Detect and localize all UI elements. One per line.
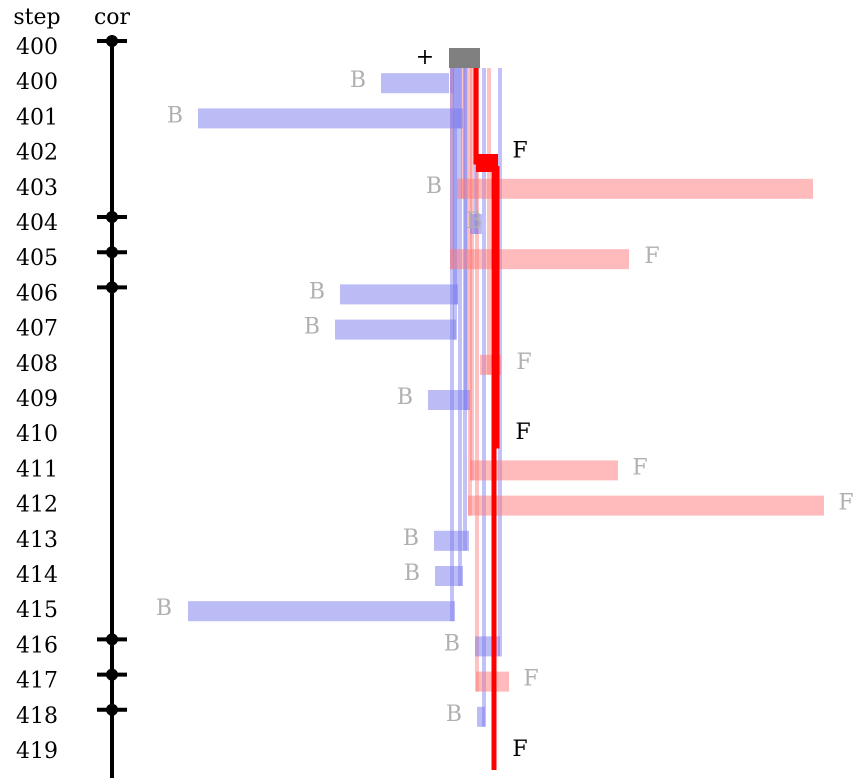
bar-label: B <box>304 315 320 340</box>
bar-label: F <box>632 455 647 480</box>
bar-label: B <box>444 631 460 656</box>
step-label: 402 <box>16 141 58 166</box>
bar-label: B <box>404 561 420 586</box>
step-bars <box>188 73 824 727</box>
forward-label: F <box>512 139 527 164</box>
step-label: 411 <box>16 457 58 482</box>
step-label: 419 <box>16 739 58 764</box>
step-label: 409 <box>16 387 58 412</box>
cor-axis <box>97 35 127 778</box>
cor-tick-dot <box>106 211 118 223</box>
forward-step-mark <box>476 154 498 172</box>
step-label: 400 <box>16 70 58 95</box>
step-label: 418 <box>16 704 58 729</box>
bar-b <box>381 73 449 94</box>
forward-label: F <box>512 737 527 762</box>
bar-b <box>477 706 485 727</box>
forward-path <box>473 68 500 770</box>
bar-label: B <box>403 526 419 551</box>
start-box <box>449 48 480 68</box>
bar-label: B <box>446 702 462 727</box>
start-marker-label: + <box>416 45 434 70</box>
bar-b <box>428 390 470 410</box>
bar-b <box>435 566 463 586</box>
bar-label: B <box>156 596 172 621</box>
bar-label: B <box>350 68 366 93</box>
step-label: 414 <box>16 563 58 588</box>
cor-tick-dot <box>106 281 118 294</box>
step-label: 413 <box>16 528 58 553</box>
cor-tick-dot <box>106 35 118 47</box>
bar-b <box>340 284 458 305</box>
bar-label: B <box>466 209 482 234</box>
bar-label: F <box>516 350 531 375</box>
bar-f <box>470 460 618 481</box>
bar-label: B <box>397 385 413 410</box>
cor-tick-dot <box>106 668 118 681</box>
step-label: 410 <box>16 422 58 447</box>
bar-b <box>188 601 455 622</box>
step-row-labels: 400 400 401 402 403 404 405 406 407 408 409 410 411 4… <box>16 35 58 764</box>
forward-label: F <box>515 420 530 445</box>
bar-label: B <box>167 103 183 128</box>
bar-f <box>457 178 813 199</box>
step-label: 408 <box>16 352 58 377</box>
step-label: 400 <box>16 35 58 60</box>
step-label: 405 <box>16 246 58 271</box>
step-label: 403 <box>16 176 58 201</box>
bar-b <box>470 214 482 234</box>
bar-label: F <box>523 667 538 692</box>
bar-b <box>198 108 463 129</box>
step-label: 412 <box>16 493 58 518</box>
bar-label: B <box>426 174 442 199</box>
step-column-header: step <box>13 5 60 30</box>
step-label: 416 <box>16 633 58 658</box>
step-label: 401 <box>16 105 58 130</box>
bar-b <box>335 319 456 340</box>
step-label: 404 <box>16 211 58 236</box>
step-label: 407 <box>16 317 58 342</box>
bar-f <box>468 495 824 516</box>
forward-path-segment <box>491 166 500 770</box>
bar-label: F <box>838 491 853 516</box>
cor-tick-dot <box>106 246 118 259</box>
step-label: 406 <box>16 281 58 306</box>
step-label: 415 <box>16 598 58 623</box>
cor-tick-dot <box>106 633 118 646</box>
bar-label: B <box>309 279 325 304</box>
bar-b <box>434 530 469 551</box>
bar-label: F <box>644 244 659 269</box>
cor-column-header: cor <box>94 5 131 30</box>
cor-tick-dot <box>106 703 118 716</box>
step-label: 417 <box>16 669 58 694</box>
bar-f <box>450 249 629 270</box>
